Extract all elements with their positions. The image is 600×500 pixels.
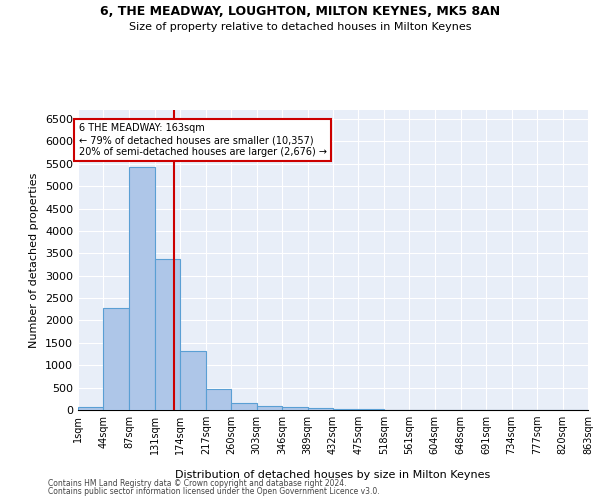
Bar xyxy=(206,388,231,410)
Text: Distribution of detached houses by size in Milton Keynes: Distribution of detached houses by size … xyxy=(175,470,491,480)
Y-axis label: Number of detached properties: Number of detached properties xyxy=(29,172,40,348)
Bar xyxy=(308,408,333,410)
Bar xyxy=(257,406,282,410)
Bar xyxy=(181,352,206,410)
Bar xyxy=(78,406,103,410)
Bar xyxy=(129,167,155,410)
Text: Contains public sector information licensed under the Open Government Licence v3: Contains public sector information licen… xyxy=(48,487,380,496)
Bar xyxy=(155,259,181,410)
Text: 6 THE MEADWAY: 163sqm
← 79% of detached houses are smaller (10,357)
20% of semi-: 6 THE MEADWAY: 163sqm ← 79% of detached … xyxy=(79,124,326,156)
Bar xyxy=(333,408,358,410)
Bar xyxy=(282,407,308,410)
Text: 6, THE MEADWAY, LOUGHTON, MILTON KEYNES, MK5 8AN: 6, THE MEADWAY, LOUGHTON, MILTON KEYNES,… xyxy=(100,5,500,18)
Bar xyxy=(231,403,257,410)
Text: Contains HM Land Registry data © Crown copyright and database right 2024.: Contains HM Land Registry data © Crown c… xyxy=(48,478,347,488)
Text: Size of property relative to detached houses in Milton Keynes: Size of property relative to detached ho… xyxy=(129,22,471,32)
Bar xyxy=(103,308,129,410)
Bar xyxy=(358,409,384,410)
